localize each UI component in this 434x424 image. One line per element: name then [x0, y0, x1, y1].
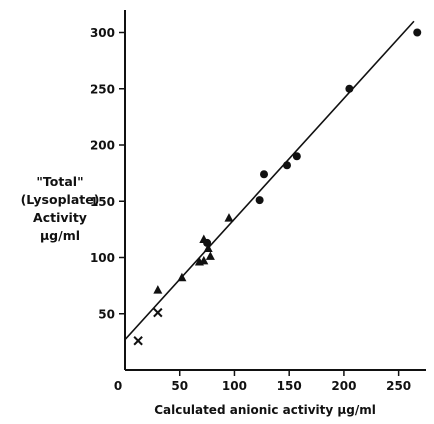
circle-point-4 [283, 161, 291, 169]
y-tick-label-50: 50 [98, 307, 115, 321]
circle-point-7 [413, 29, 421, 37]
circle-point-6 [345, 85, 353, 93]
x-axis-label: Calculated anionic activity µg/ml [154, 403, 376, 417]
cross-point-1 [134, 337, 142, 345]
circle-point-2 [256, 196, 264, 204]
fit-line [125, 21, 414, 339]
y-tick-label-100: 100 [90, 251, 115, 265]
circle-point-5 [293, 152, 301, 160]
y-axis-label-line-2: (Lysoplate) [21, 192, 100, 207]
y-axis-label: "Total" (Lysoplate) Activity µg/ml [21, 174, 100, 243]
x-tick-label-0: 0 [114, 379, 122, 393]
x-tick-label-200: 200 [331, 379, 356, 393]
y-tick-label-200: 200 [90, 139, 115, 153]
y-tick-label-250: 250 [90, 82, 115, 96]
triangle-point-5 [199, 235, 208, 244]
y-tick-label-150: 150 [90, 195, 115, 209]
x-tick-label-50: 50 [171, 379, 188, 393]
cross-point-2 [154, 309, 162, 317]
y-axis-label-line-3: Activity [33, 210, 87, 225]
x-tick-label-100: 100 [222, 379, 247, 393]
x-tick-label-150: 150 [277, 379, 302, 393]
y-axis-label-line-1: "Total" [36, 174, 83, 189]
triangle-point-8 [224, 213, 233, 222]
triangle-point-1 [153, 285, 162, 294]
y-axis-label-line-4: µg/ml [40, 228, 80, 243]
triangle-point-7 [206, 251, 215, 260]
fit-line-group [125, 21, 414, 339]
data-points [134, 29, 421, 345]
circle-point-3 [260, 170, 268, 178]
y-tick-label-300: 300 [90, 26, 115, 40]
x-tick-label-250: 250 [386, 379, 411, 393]
